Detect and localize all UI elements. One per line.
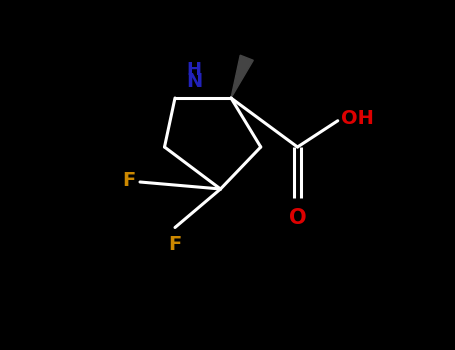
Text: F: F (122, 171, 136, 190)
Polygon shape (231, 55, 253, 98)
Text: H: H (187, 61, 202, 79)
Text: F: F (168, 235, 182, 254)
Text: OH: OH (340, 110, 374, 128)
Text: O: O (288, 208, 306, 228)
Text: N: N (186, 72, 202, 91)
